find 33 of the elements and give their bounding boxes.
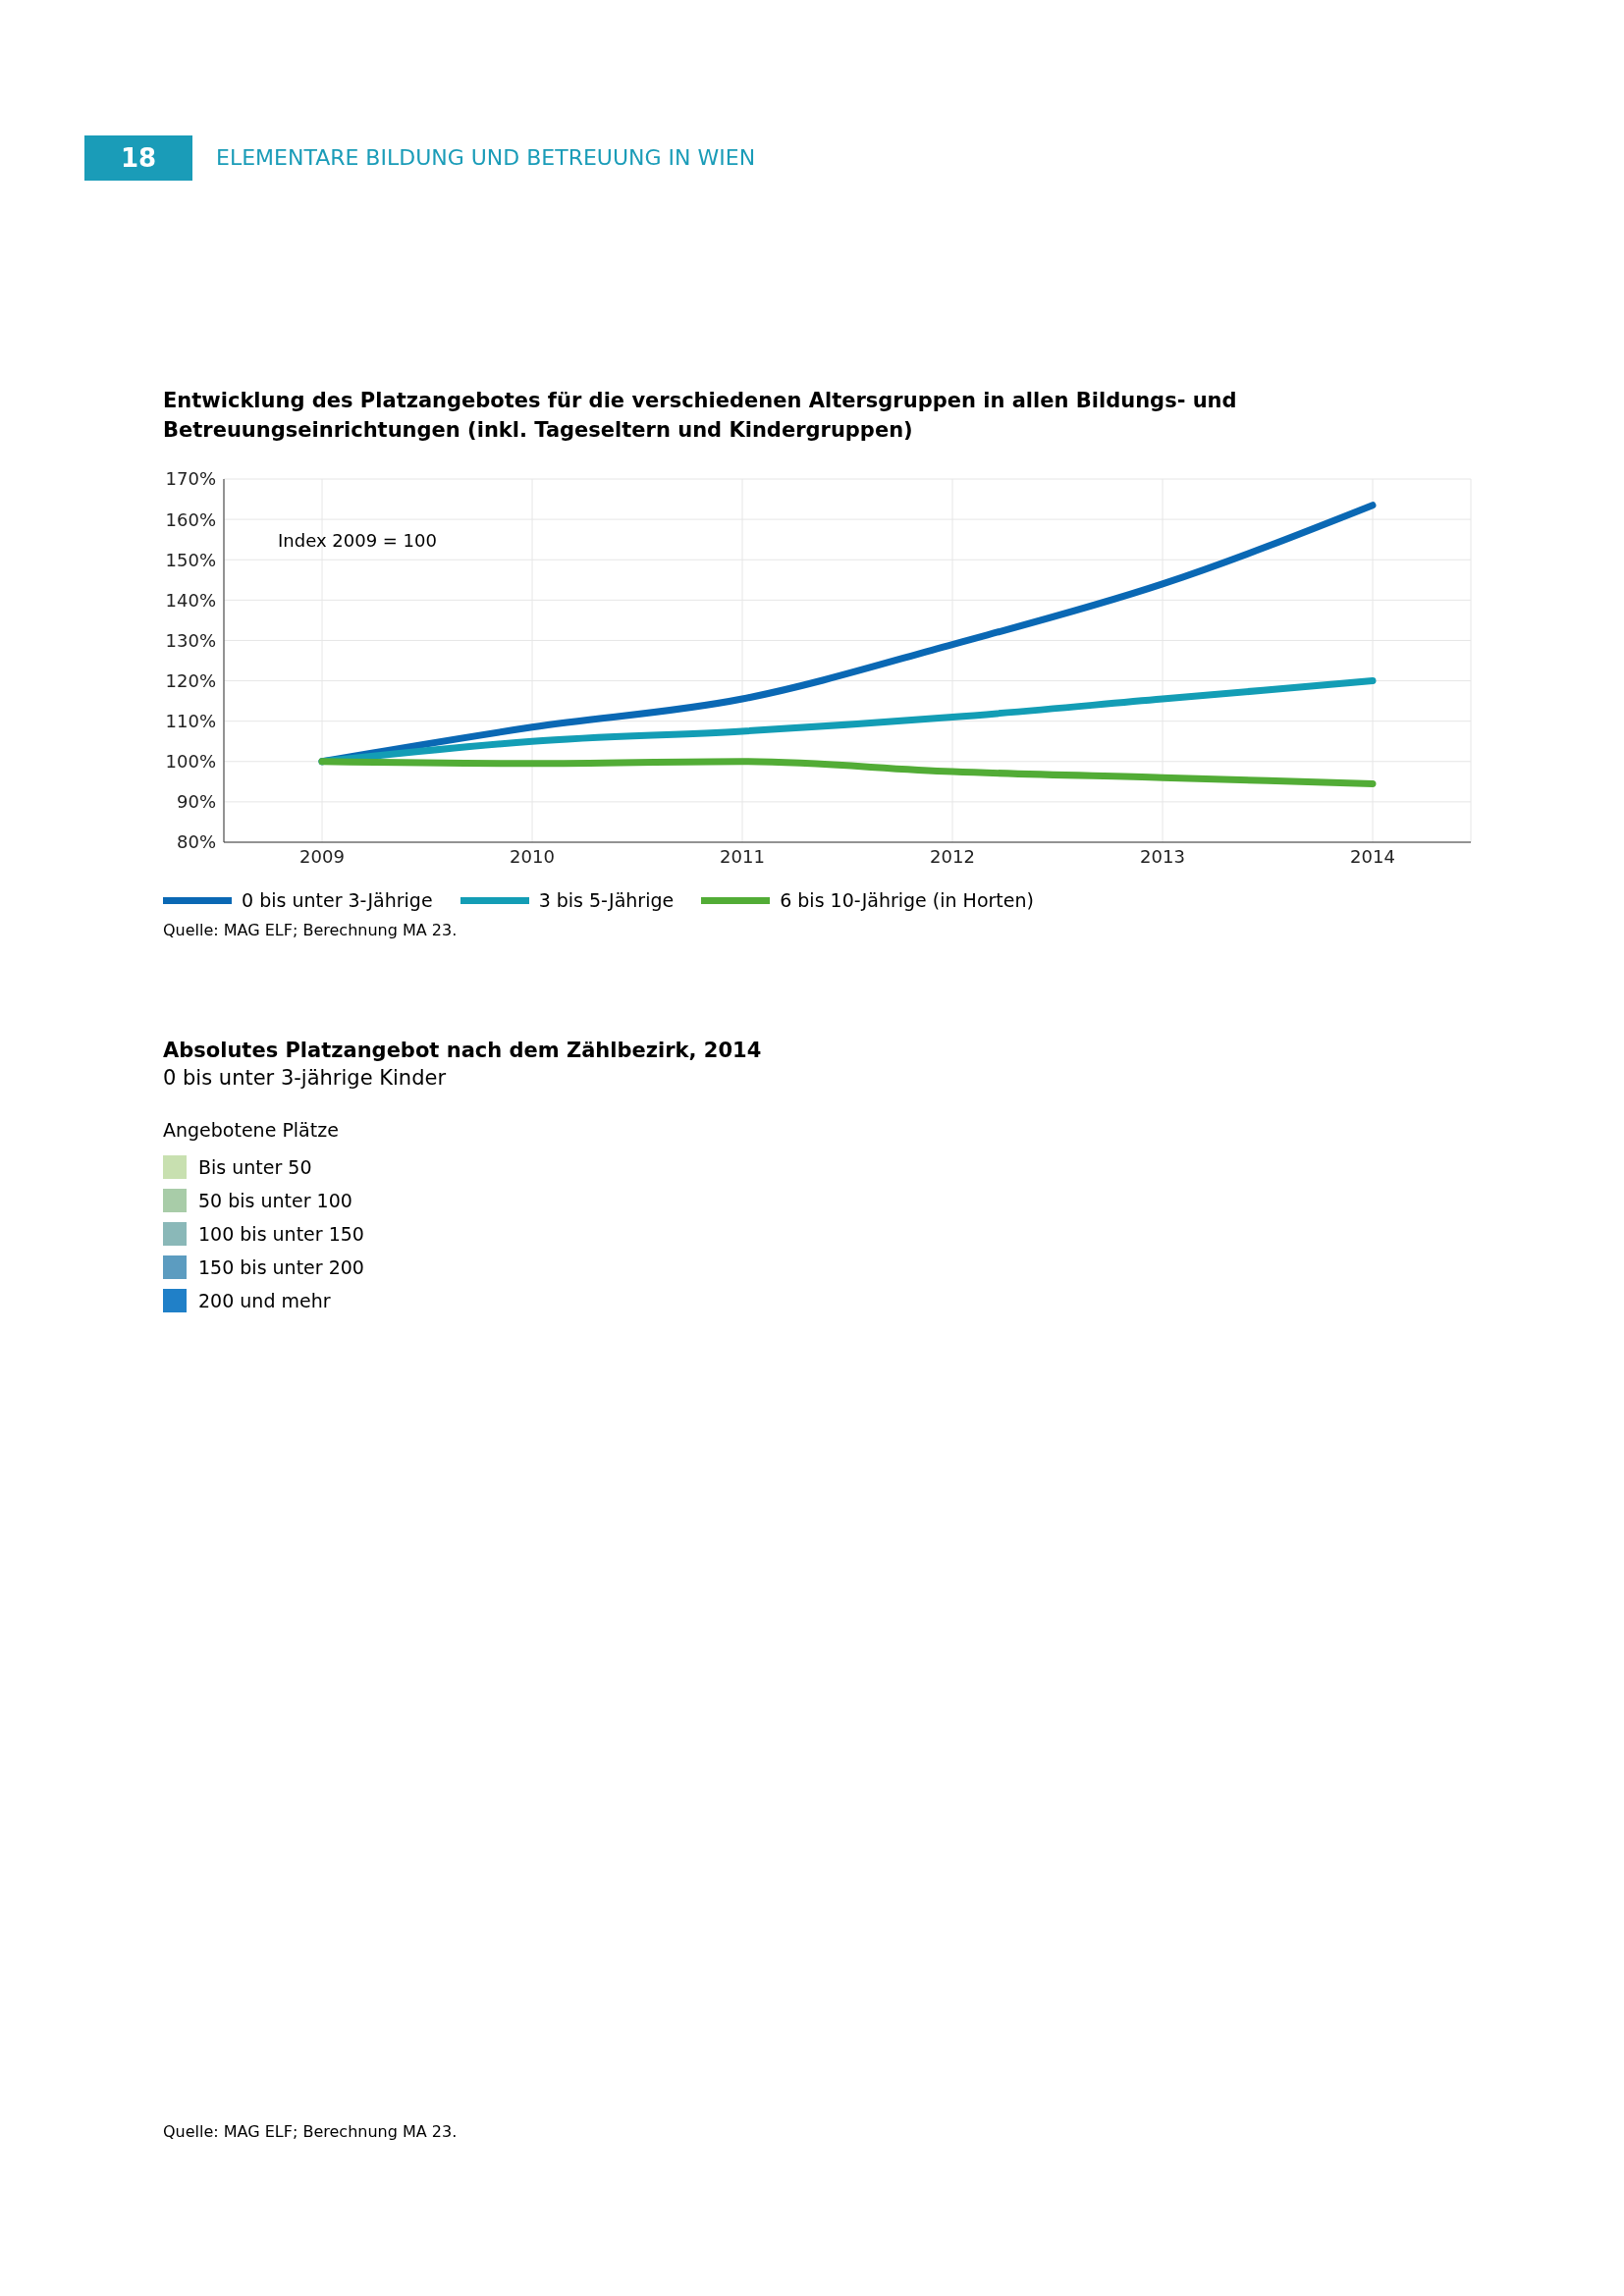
legend-label: 0 bis unter 3-Jährige bbox=[242, 889, 433, 911]
x-tick-label: 2013 bbox=[1140, 845, 1185, 867]
category-label: 100 bis unter 150 bbox=[198, 1223, 364, 1245]
y-tick-label: 130% bbox=[165, 629, 216, 651]
category-label: 50 bis unter 100 bbox=[198, 1190, 352, 1211]
x-tick-label: 2014 bbox=[1350, 845, 1395, 867]
y-tick-label: 150% bbox=[165, 549, 216, 570]
source-note: Quelle: MAG ELF; Berechnung MA 23. bbox=[163, 921, 459, 939]
category-label: 200 und mehr bbox=[198, 1290, 331, 1311]
y-tick-label: 170% bbox=[165, 468, 216, 490]
legend-label: 3 bis 5-Jährige bbox=[538, 889, 675, 911]
x-tick-label: 2012 bbox=[930, 845, 975, 867]
y-tick-label: 160% bbox=[165, 508, 216, 530]
legend-label: 6 bis 10-Jährige (in Horten) bbox=[780, 889, 1034, 911]
source-note: Quelle: MAG ELF; Berechnung MA 23. bbox=[163, 2122, 459, 2141]
y-tick-label: 100% bbox=[165, 751, 216, 773]
y-tick-label: 140% bbox=[165, 589, 216, 611]
y-tick-label: 80% bbox=[176, 831, 216, 853]
x-tick-label: 2009 bbox=[299, 845, 345, 867]
legend-title: Angebotene Plätze bbox=[163, 1119, 340, 1141]
text: ELEMENTARE BILDUNG UND BETREUUNG IN WIEN bbox=[216, 145, 756, 170]
x-tick-label: 2011 bbox=[720, 845, 765, 867]
chart-title: Entwicklung des Platzangebotes für die verschiedenen Altersgruppen in allen Bildungs- und Betreuungseinrichtungen (inkl. Tageseltern und Kindergruppen) bbox=[163, 388, 1238, 444]
text: 0 bis unter 3-jährige Kinder bbox=[163, 1066, 448, 1090]
x-tick-label: 2010 bbox=[510, 845, 555, 867]
category-label: 150 bis unter 200 bbox=[198, 1256, 364, 1278]
annotation: Index 2009 = 100 bbox=[278, 530, 437, 551]
category-label: Bis unter 50 bbox=[198, 1156, 312, 1178]
y-tick-label: 110% bbox=[165, 711, 216, 732]
y-tick-label: 120% bbox=[165, 669, 216, 691]
y-tick-label: 90% bbox=[176, 791, 216, 813]
text: 18 bbox=[84, 135, 192, 181]
text: Absolutes Platzangebot nach dem Zählbezirk, 2014 bbox=[163, 1039, 763, 1062]
